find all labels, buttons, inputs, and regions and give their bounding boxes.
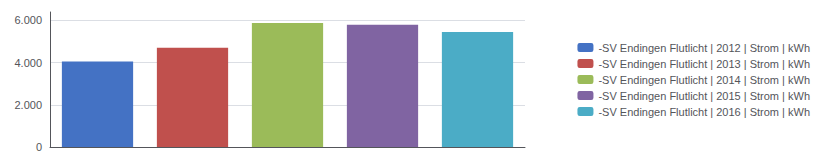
svg-text:-SV Endingen Flutlicht | 2014: -SV Endingen Flutlicht | 2014 | Strom | … bbox=[598, 74, 810, 86]
svg-text:2.000: 2.000 bbox=[14, 99, 42, 111]
svg-text:4.000: 4.000 bbox=[14, 57, 42, 69]
svg-text:0: 0 bbox=[36, 141, 42, 153]
svg-text:-SV Endingen Flutlicht | 2012: -SV Endingen Flutlicht | 2012 | Strom | … bbox=[598, 42, 810, 54]
svg-text:-SV Endingen Flutlicht | 2013: -SV Endingen Flutlicht | 2013 | Strom | … bbox=[598, 58, 810, 70]
svg-text:-SV Endingen Flutlicht | 2016: -SV Endingen Flutlicht | 2016 | Strom | … bbox=[598, 106, 810, 118]
svg-text:-SV Endingen Flutlicht | 2015: -SV Endingen Flutlicht | 2015 | Strom | … bbox=[598, 90, 810, 102]
svg-text:6.000: 6.000 bbox=[14, 14, 42, 26]
